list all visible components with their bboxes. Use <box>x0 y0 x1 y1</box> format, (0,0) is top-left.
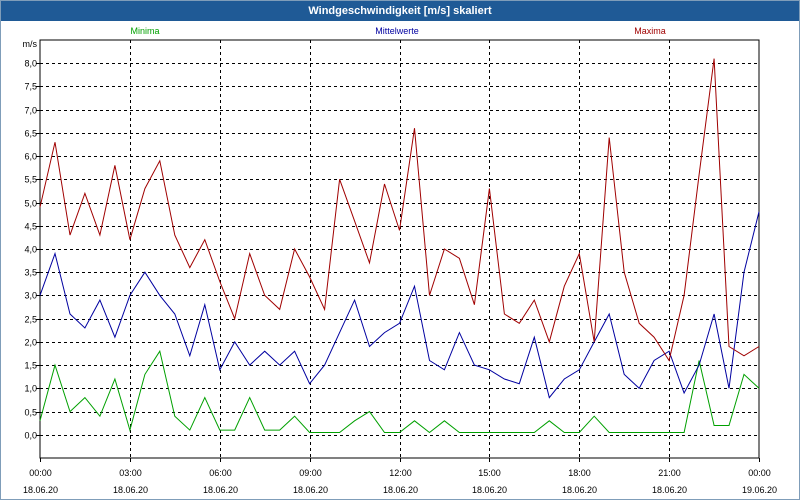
series-line-maxima <box>39 58 760 362</box>
y-tick-label: 2,0 <box>24 338 37 348</box>
x-tick-date-label: 18.06.20 <box>472 485 507 495</box>
y-tick-label: 4,0 <box>24 245 37 255</box>
x-tick-time-label: 18:00 <box>568 468 591 478</box>
y-tick-label: 7,0 <box>24 106 37 116</box>
legend-item: Mittelwerte <box>375 26 419 36</box>
x-tick-date-label: 18.06.20 <box>203 485 238 495</box>
y-tick-label: 5,0 <box>24 199 37 209</box>
chart-title: Windgeschwindigkeit [m/s] skaliert <box>1 1 799 21</box>
x-tick-time-label: 00:00 <box>748 468 771 478</box>
y-tick-label: 3,5 <box>24 268 37 278</box>
x-tick-time-label: 12:00 <box>389 468 412 478</box>
y-tick-label: 8,0 <box>24 59 37 69</box>
x-tick-time-label: 06:00 <box>209 468 232 478</box>
y-tick-label: 5,5 <box>24 175 37 185</box>
y-tick-label: 4,5 <box>24 222 37 232</box>
y-tick-label: 7,5 <box>24 82 37 92</box>
plot-area <box>39 39 760 459</box>
y-tick-label: 1,5 <box>24 361 37 371</box>
x-tick-date-label: 18.06.20 <box>652 485 687 495</box>
y-tick-label: 6,5 <box>24 129 37 139</box>
y-tick-label: 6,0 <box>24 152 37 162</box>
y-tick-label: 0,5 <box>24 408 37 418</box>
x-tick-date-label: 18.06.20 <box>23 485 58 495</box>
x-tick-time-label: 09:00 <box>299 468 322 478</box>
y-tick-label: 1,0 <box>24 384 37 394</box>
x-tick-time-label: 00:00 <box>29 468 52 478</box>
x-tick-date-label: 18.06.20 <box>562 485 597 495</box>
x-tick-time-label: 03:00 <box>119 468 142 478</box>
series-line-minima <box>39 349 760 434</box>
x-tick-time-label: 15:00 <box>478 468 501 478</box>
series-line-mittelwerte <box>39 211 760 399</box>
y-axis-label: m/s <box>23 39 38 49</box>
x-tick-date-label: 19.06.20 <box>742 485 777 495</box>
y-tick-label: 0,0 <box>24 431 37 441</box>
y-tick-label: 2,5 <box>24 315 37 325</box>
x-tick-date-label: 18.06.20 <box>383 485 418 495</box>
x-tick-time-label: 21:00 <box>658 468 681 478</box>
x-tick-date-label: 18.06.20 <box>113 485 148 495</box>
legend-item: Maxima <box>634 26 666 36</box>
legend-item: Minima <box>130 26 159 36</box>
x-tick-date-label: 18.06.20 <box>293 485 328 495</box>
y-tick-label: 3,0 <box>24 291 37 301</box>
